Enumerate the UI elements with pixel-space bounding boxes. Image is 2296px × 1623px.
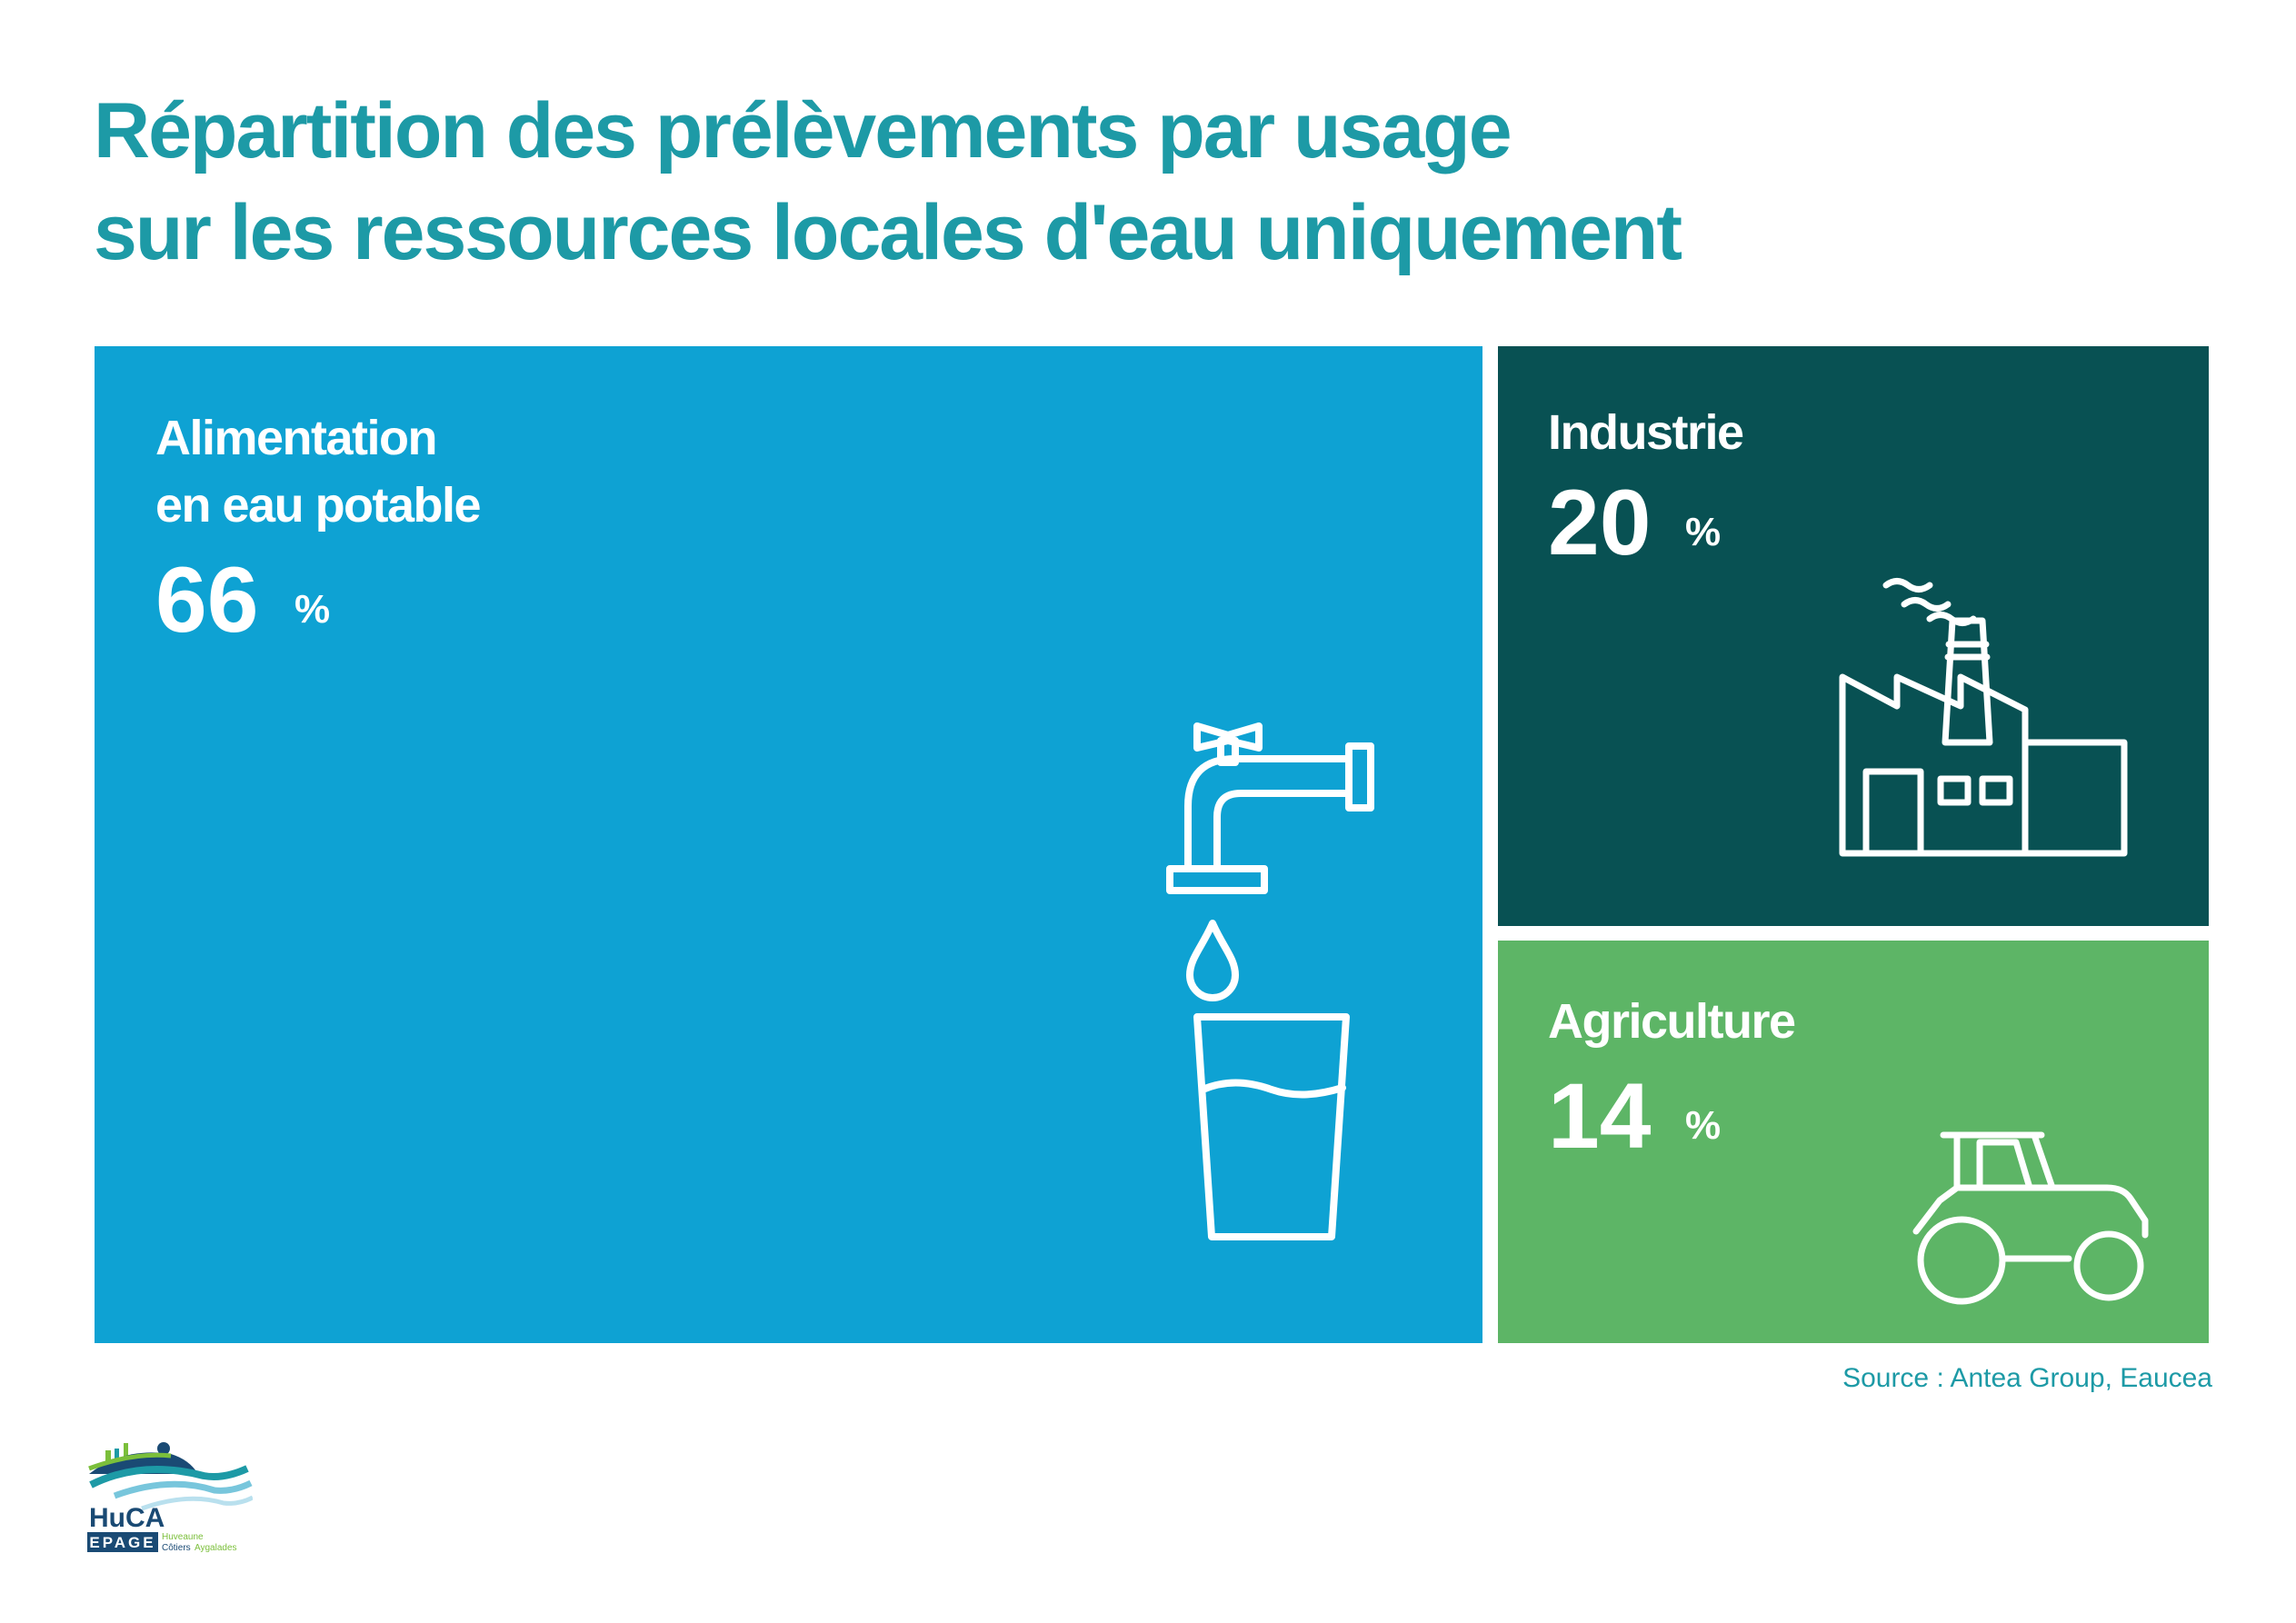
tap-and-glass-icon [1166,722,1374,1240]
tile-label-line-1: Industrie [1548,405,1744,460]
tile-label-line-1: Agriculture [1548,994,1796,1049]
title-line-2: sur les ressources locales d'eau uniquem… [94,189,1682,276]
logo-tagline-1: Huveaune [162,1532,204,1542]
tile-industry: Industrie 20 % [1498,346,2209,926]
huca-epage-logo: HuCA EPAGE Huveaune Côtiers Aygalades [87,1442,253,1553]
tile-agriculture: Agriculture 14 % [1498,941,2209,1343]
tile-label: Industrie [1548,399,1744,466]
tile-percent-sign: % [1685,510,1722,554]
source-note: Source : Antea Group, Eaucea [1842,1363,2212,1393]
tile-label-line-2: en eau potable [155,478,482,533]
logo-landscape-icon [88,1442,253,1511]
tile-label: Alimentation en eau potable [155,404,482,539]
logo-name: HuCA [89,1503,165,1533]
title-line-1: Répartition des prélèvements par usage [94,87,1512,174]
tile-value: 14 [1548,1064,1652,1168]
factory-icon [1839,578,2128,857]
tile-value: 20 [1548,471,1652,574]
tile-value: 66 [155,548,259,652]
tractor-icon [1912,1131,2149,1305]
tile-drinking-water: Alimentation en eau potable 66 % [95,346,1482,1343]
logo-tagline-2b: Aygalades [195,1543,237,1553]
page-title: Répartition des prélèvements par usage s… [94,80,1682,284]
logo-tagline-2a: Côtiers [162,1543,191,1553]
tile-label-line-1: Alimentation [155,411,438,465]
tile-label: Agriculture [1548,988,1796,1055]
tile-percent-sign: % [1685,1103,1722,1148]
tile-percent-sign: % [294,587,331,632]
logo-subname: EPAGE [89,1534,155,1551]
